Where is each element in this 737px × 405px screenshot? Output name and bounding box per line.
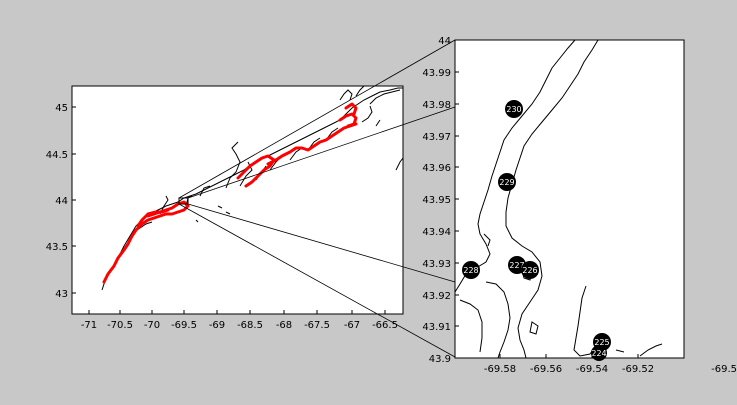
right-y-tick-label: 43.92 (422, 291, 451, 302)
left-y-tick-labels: 45 44.5 44 43.5 43 (46, 103, 68, 300)
left-x-tick-label: -70 (144, 320, 160, 331)
left-y-tick-label: 43 (55, 289, 68, 300)
left-x-tick-label: -70.5 (107, 320, 133, 331)
right-x-ticks (499, 354, 639, 358)
left-y-tick-label: 45 (55, 103, 68, 114)
right-x-tick-label: -69.54 (576, 364, 608, 375)
right-y-tick-label: 43.93 (422, 259, 451, 270)
station-228[interactable]: 228 (462, 261, 480, 279)
right-map-frame (454, 39, 685, 359)
right-x-tick-label: -69.56 (530, 364, 562, 375)
right-map-axes: 230 229 228 227 226 225 (422, 36, 737, 375)
left-x-ticks (88, 310, 386, 314)
left-highlighted-coast (102, 102, 358, 284)
left-x-tick-label: -71 (81, 320, 97, 331)
right-x-tick-label: -69.52 (622, 364, 654, 375)
right-x-tick-label: -69.5 (711, 364, 737, 375)
station-230[interactable]: 230 (505, 100, 523, 118)
right-y-tick-label: 43.96 (422, 163, 451, 174)
right-x-tick-labels: -69.58 -69.56 -69.54 -69.52 -69.5 (484, 364, 737, 375)
station-label: 228 (463, 266, 478, 275)
station-label: 226 (522, 266, 537, 275)
right-y-ticks (455, 71, 459, 327)
zoom-region-box (178, 197, 189, 205)
right-y-tick-label: 43.95 (422, 195, 451, 206)
right-y-tick-labels: 44 43.99 43.98 43.97 43.96 43.95 43.94 4… (422, 36, 451, 365)
right-y-tick-label: 43.94 (422, 227, 451, 238)
station-label: 224 (591, 349, 606, 358)
right-y-tick-label: 43.99 (422, 68, 451, 79)
left-y-tick-label: 44 (55, 196, 68, 207)
left-x-tick-label: -66.5 (372, 320, 398, 331)
left-x-tick-labels: -71 -70.5 -70 -69.5 -69 -68.5 -68 -67.5 … (81, 320, 398, 331)
left-y-ticks (72, 106, 76, 294)
left-x-tick-label: -68 (276, 320, 292, 331)
left-map-axes: -71 -70.5 -70 -69.5 -69 -68.5 -68 -67.5 … (46, 85, 404, 331)
zoom-connector-lines (178, 39, 456, 358)
right-y-tick-label: 44 (438, 36, 451, 47)
left-x-tick-label: -67 (344, 320, 360, 331)
right-y-tick-label: 43.9 (429, 354, 451, 365)
station-markers: 230 229 228 227 226 225 (462, 100, 611, 361)
left-y-tick-label: 44.5 (46, 150, 68, 161)
station-229[interactable]: 229 (498, 173, 516, 191)
left-map-frame (71, 85, 404, 315)
station-224[interactable]: 224 (591, 345, 607, 361)
station-label: 229 (499, 178, 514, 187)
left-x-tick-label: -69.5 (171, 320, 197, 331)
station-label: 227 (509, 261, 524, 270)
right-y-tick-label: 43.91 (422, 322, 451, 333)
right-y-tick-label: 43.98 (422, 100, 451, 111)
left-y-tick-label: 43.5 (46, 242, 68, 253)
station-label: 225 (594, 338, 609, 347)
station-226[interactable]: 226 (521, 261, 539, 279)
left-x-tick-label: -69 (209, 320, 225, 331)
left-x-tick-label: -68.5 (237, 320, 263, 331)
right-x-tick-label: -69.58 (484, 364, 516, 375)
right-y-tick-label: 43.97 (422, 132, 451, 143)
station-label: 230 (506, 105, 521, 114)
left-x-tick-label: -67.5 (304, 320, 330, 331)
